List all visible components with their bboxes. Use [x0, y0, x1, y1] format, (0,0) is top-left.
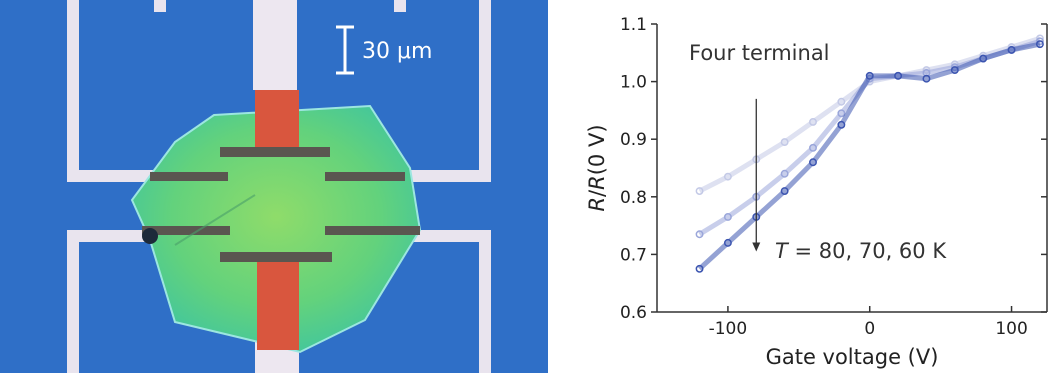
data-point: [809, 158, 817, 167]
temperature-arrow: [752, 98, 761, 252]
gate-strip-top: [255, 90, 299, 150]
x-tick-label: 100: [995, 319, 1027, 339]
y-axis-title: R/R(0 V): [585, 124, 609, 211]
contact-bars: [142, 147, 420, 262]
arrow-head: [752, 242, 761, 252]
data-point: [723, 238, 732, 247]
annotation-label: Four terminal: [689, 41, 830, 65]
data-point: [1035, 40, 1044, 49]
data-point: [723, 213, 732, 221]
data-point: [922, 74, 931, 83]
data-point: [695, 230, 704, 239]
data-point: [695, 264, 704, 273]
x-tick-label: 0: [864, 319, 875, 339]
y-tick-label: 0.6: [620, 303, 647, 323]
y-tick-label: 1.1: [620, 15, 647, 35]
data-point: [780, 187, 789, 195]
top-electrode: [253, 0, 297, 90]
data-point: [780, 138, 789, 147]
x-axis-ticks: -100 0 100: [709, 306, 1028, 339]
x-axis-title: Gate voltage (V): [766, 345, 939, 369]
y-axis-ticks: 0.6 0.7 0.8 0.9 1.0 1.1: [620, 15, 1047, 323]
y-tick-label: 1.0: [620, 73, 647, 93]
data-point: [1007, 45, 1016, 54]
device-micrograph: 30 μm: [0, 0, 548, 373]
data-point: [865, 71, 874, 80]
data-point: [837, 120, 846, 129]
data-point: [950, 66, 959, 75]
scale-bar: [336, 25, 354, 75]
crystal-flake: [130, 104, 422, 354]
y-tick-label: 0.8: [620, 188, 647, 208]
x-tick-label: -100: [709, 319, 748, 339]
y-tick-label: 0.9: [620, 130, 647, 150]
gate-strip-bottom: [257, 255, 299, 350]
temperature-label: T = 80, 70, 60 K: [775, 239, 947, 263]
data-point: [809, 117, 817, 126]
data-point: [723, 172, 732, 181]
data-point: [979, 54, 988, 63]
resistance-chart: 0.6 0.7 0.8 0.9 1.0 1.1 -100 0 100 Four termina…: [585, 15, 1048, 369]
data-point: [780, 169, 789, 178]
defect-spot: [142, 228, 158, 244]
plot-frame: [656, 24, 1048, 313]
electrode-frames: [67, 0, 491, 373]
crack-line: [174, 194, 256, 246]
data-point: [837, 109, 846, 118]
y-tick-label: 0.7: [620, 245, 647, 265]
data-series: [695, 34, 1044, 273]
data-point: [837, 97, 846, 106]
series-line: [698, 38, 1041, 237]
series-line: [697, 41, 1041, 271]
data-point: [809, 143, 817, 152]
scale-bar-label: 30 μm: [362, 39, 432, 64]
data-point: [894, 71, 903, 80]
data-point: [695, 187, 704, 195]
